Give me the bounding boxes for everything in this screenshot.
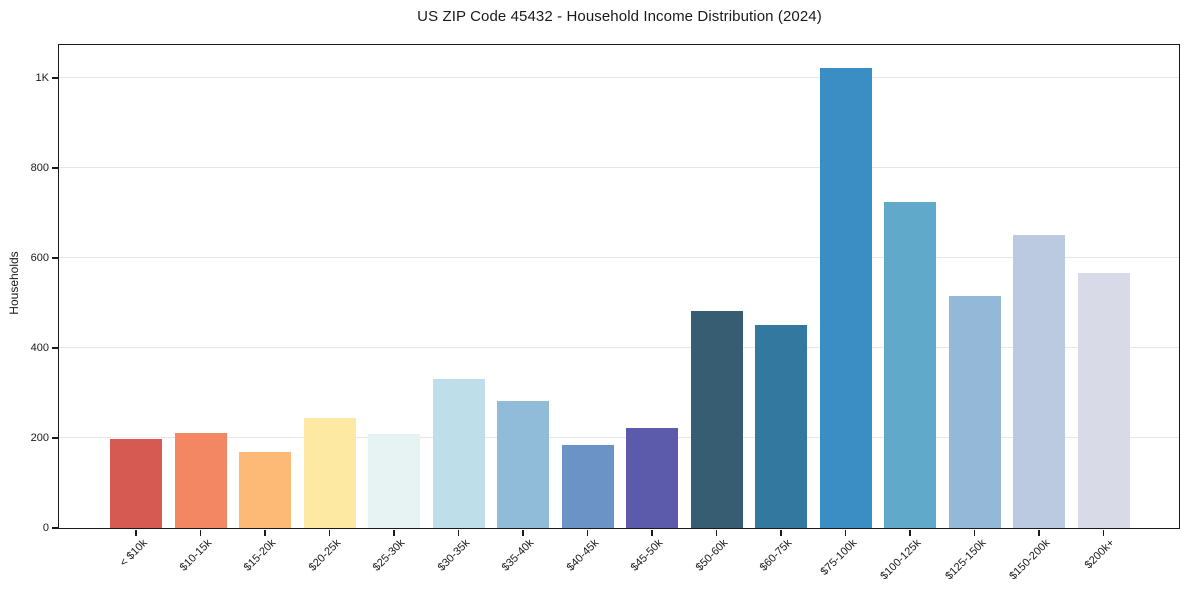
x-tick-mark — [909, 529, 911, 536]
x-tick-label: $40-45k — [564, 537, 601, 574]
x-tick-label: $35-40k — [499, 537, 537, 574]
y-tick-label: 1K — [35, 71, 49, 84]
bar-13 — [884, 201, 936, 528]
bar-10 — [690, 310, 743, 528]
y-tick-label: 800 — [30, 161, 49, 174]
x-tick-mark — [393, 529, 395, 536]
x-tick-label: $150-200k — [1007, 537, 1053, 583]
x-tick-mark — [780, 529, 782, 536]
gridline — [59, 437, 1179, 439]
x-tick-label: $25-30k — [370, 537, 408, 574]
x-tick-label: < $10k — [117, 537, 150, 570]
bar-14 — [948, 295, 1001, 528]
x-tick-mark — [651, 529, 653, 536]
x-tick-label: $20-25k — [306, 537, 343, 574]
plot-area: 0 200 400 600 800 1K < $10k $10-15k $15-20k $20-… — [31, 44, 1180, 582]
y-tick-mark — [51, 167, 58, 169]
x-tick-mark — [135, 529, 137, 536]
bar-9 — [626, 427, 678, 528]
bar-5 — [368, 433, 420, 528]
x-tick-label: $75-100k — [818, 537, 859, 578]
x-tick-label: $125-150k — [942, 537, 988, 583]
x-tick-label: $50-60k — [693, 537, 730, 574]
gridline — [59, 167, 1179, 169]
bar-8 — [561, 444, 614, 528]
x-tick-label: $15-20k — [241, 537, 279, 574]
y-tick-label: 400 — [30, 341, 49, 354]
x-tick-mark — [522, 529, 524, 536]
bar-7 — [497, 400, 549, 528]
bar-3 — [239, 452, 291, 528]
x-tick-mark — [586, 529, 589, 536]
x-tick-label: $60-75k — [757, 537, 795, 574]
bar-6 — [432, 379, 485, 528]
x-tick-mark — [264, 529, 266, 536]
x-tick-label: $45-50k — [628, 537, 666, 574]
bar-2 — [174, 433, 227, 528]
x-tick-mark — [199, 529, 202, 536]
y-tick-label: 600 — [30, 251, 49, 264]
gridline — [59, 77, 1179, 79]
bar-11 — [755, 325, 807, 528]
x-tick-mark — [1038, 529, 1040, 536]
bar-16 — [1077, 273, 1130, 528]
y-tick-mark — [51, 77, 58, 79]
x-tick-mark — [715, 529, 718, 536]
y-tick-mark — [51, 347, 58, 349]
y-tick-label: 200 — [30, 431, 49, 444]
x-tick-label: $200k+ — [1082, 537, 1117, 572]
y-tick-mark — [51, 437, 58, 439]
x-tick-mark — [1102, 529, 1105, 536]
bar-4 — [303, 417, 356, 528]
y-tick-mark — [51, 527, 58, 529]
y-tick-mark — [51, 257, 58, 259]
x-tick-label: $30-35k — [435, 537, 472, 574]
x-tick-label: $10-15k — [177, 537, 214, 574]
bar-1 — [110, 438, 162, 528]
x-tick-mark — [457, 529, 460, 536]
bar-12 — [819, 68, 872, 528]
gridline — [59, 257, 1179, 259]
chart-title: US ZIP Code 45432 - Household Income Dis… — [417, 8, 822, 25]
x-tick-label: $100-125k — [878, 537, 924, 583]
bar-15 — [1013, 234, 1065, 528]
y-tick-label: 0 — [42, 522, 49, 534]
gridline — [59, 347, 1179, 349]
x-tick-mark — [844, 529, 847, 536]
x-tick-mark — [973, 529, 976, 536]
x-tick-mark — [328, 529, 331, 536]
